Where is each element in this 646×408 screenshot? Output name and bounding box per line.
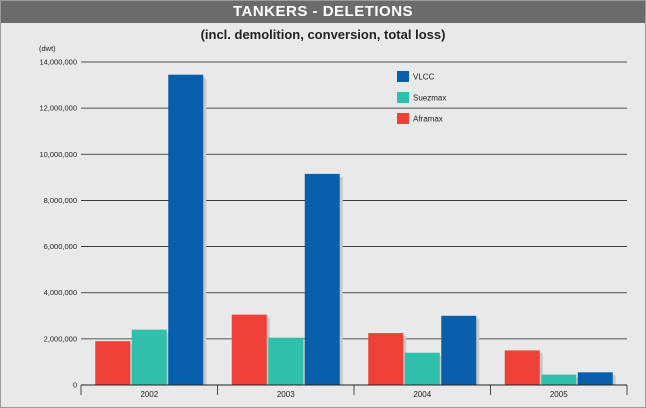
x-axis: 2002 2003 2004 2005	[80, 384, 628, 399]
x-tick-label: 2003	[277, 390, 295, 399]
legend-swatch-vlcc	[397, 71, 409, 82]
bars	[95, 74, 616, 386]
bar-suezmax-2003	[268, 337, 304, 385]
y-tick-label: 8,000,000	[44, 196, 77, 205]
x-tick-label: 2002	[140, 390, 158, 399]
bar-aframax-2002	[95, 341, 131, 385]
bar-suezmax-2004	[404, 352, 440, 385]
y-tick-label: 12,000,000	[39, 104, 77, 113]
legend-label-vlcc: VLCC	[413, 73, 435, 82]
chart-subtitle: (incl. demolition, conversion, total los…	[200, 27, 446, 42]
y-tick-label: 6,000,000	[44, 242, 77, 251]
y-tick-label: 4,000,000	[44, 288, 77, 297]
x-tick-label: 2004	[413, 390, 431, 399]
bar-vlcc-2004	[441, 315, 477, 385]
x-tick-label: 2005	[550, 390, 568, 399]
legend-label-aframax: Aframax	[413, 115, 443, 124]
y-axis-unit-label: (dwt)	[39, 44, 56, 53]
y-tick-label: 0	[73, 381, 77, 390]
bar-vlcc-2003	[304, 173, 340, 385]
legend: VLCC Suezmax Aframax	[397, 71, 446, 124]
y-tick-label: 14,000,000	[39, 58, 77, 67]
bar-vlcc-2002	[168, 74, 204, 386]
bar-aframax-2003	[231, 314, 267, 385]
bar-suezmax-2002	[131, 329, 167, 385]
legend-label-suezmax: Suezmax	[413, 94, 446, 103]
bar-aframax-2004	[368, 333, 404, 385]
bar-vlcc-2005	[577, 372, 613, 385]
legend-swatch-suezmax	[397, 92, 409, 103]
y-tick-label: 10,000,000	[39, 150, 77, 159]
y-tick-label: 2,000,000	[44, 334, 77, 343]
legend-swatch-aframax	[397, 113, 409, 124]
bar-aframax-2005	[504, 350, 540, 385]
chart-title: TANKERS - DELETIONS	[1, 1, 645, 23]
bar-suezmax-2005	[541, 374, 577, 385]
y-axis-ticks: 0 2,000,000 4,000,000 6,000,000 8,000,000 10,…	[39, 58, 77, 390]
